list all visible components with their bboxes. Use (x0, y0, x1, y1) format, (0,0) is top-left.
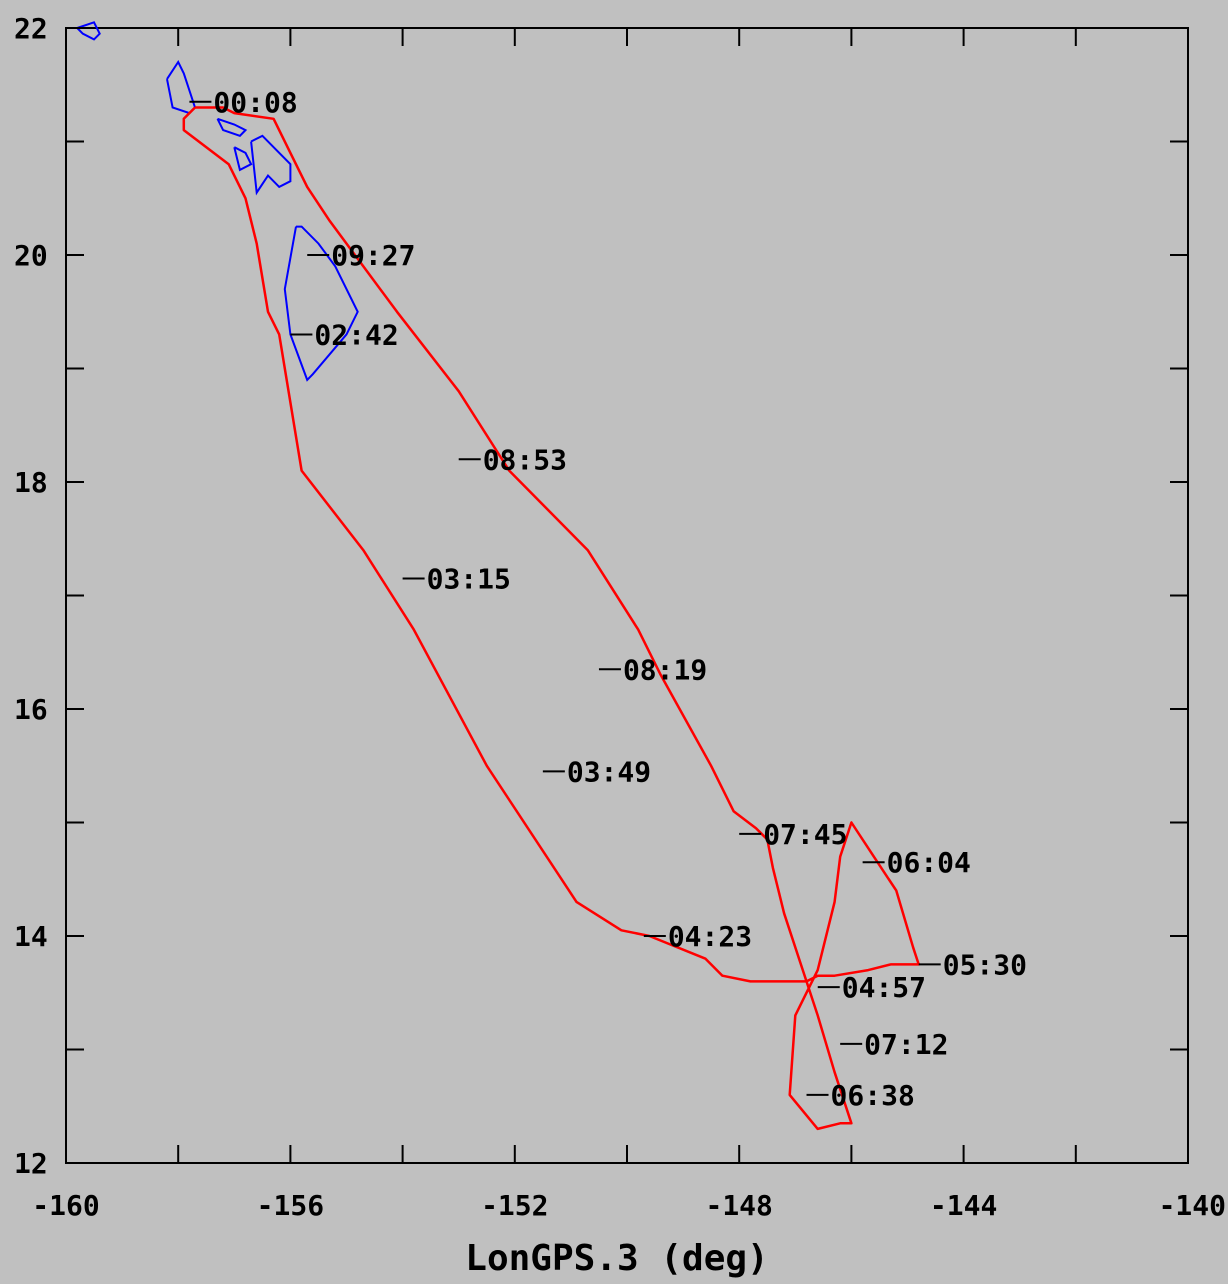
time-label: 04:57 (842, 971, 926, 1004)
plot-frame (65, 27, 1189, 1164)
coastline (250, 134, 292, 196)
time-label: 08:53 (483, 443, 567, 476)
x-axis-title: LonGPS.3 (deg) (465, 1238, 768, 1279)
time-label: 03:15 (427, 562, 511, 595)
coastline (283, 225, 359, 382)
x-tick-label: -152 (481, 1189, 548, 1222)
coastline (233, 146, 253, 172)
time-label: 08:19 (623, 653, 707, 686)
y-tick-label: 12 (14, 1147, 48, 1180)
x-tick-label: -148 (705, 1189, 772, 1222)
time-label: 07:12 (864, 1028, 948, 1061)
y-tick-label: 22 (14, 12, 48, 45)
flight-track-line (182, 106, 920, 1131)
coastline (76, 21, 101, 41)
time-label: 05:30 (943, 948, 1027, 981)
time-label: 06:04 (887, 846, 971, 879)
x-tick-label: -160 (32, 1189, 99, 1222)
coastline (166, 59, 197, 115)
time-label: 07:45 (763, 818, 847, 851)
y-tick-label: 16 (14, 693, 48, 726)
time-label: 02:42 (314, 318, 398, 351)
x-tick-label: -140 (1159, 1189, 1226, 1222)
y-tick-label: 18 (14, 466, 48, 499)
x-tick-label: -156 (257, 1189, 324, 1222)
time-label: 04:23 (668, 920, 752, 953)
x-tick-label: -144 (930, 1189, 997, 1222)
coastline (216, 117, 248, 137)
y-tick-label: 14 (14, 920, 48, 953)
time-label: 03:49 (567, 755, 651, 788)
time-label: 00:08 (213, 86, 297, 119)
y-tick-label: 20 (14, 239, 48, 272)
time-label: 09:27 (331, 239, 415, 272)
time-label: 06:38 (831, 1079, 915, 1112)
